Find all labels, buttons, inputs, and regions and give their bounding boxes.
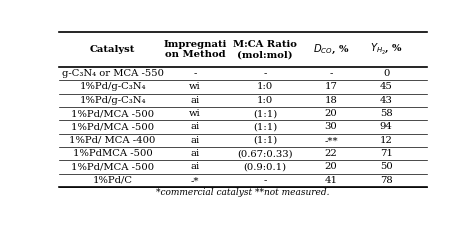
Text: M:CA Ratio
(mol:mol): M:CA Ratio (mol:mol)	[233, 40, 297, 59]
Text: 94: 94	[380, 122, 392, 131]
Text: 1:0: 1:0	[257, 82, 273, 91]
Text: 0: 0	[383, 69, 389, 78]
Text: 1%Pd/g-C₃N₄: 1%Pd/g-C₃N₄	[79, 82, 146, 91]
Text: Catalyst: Catalyst	[90, 45, 135, 54]
Text: -*: -*	[191, 176, 200, 185]
Text: $Y_{H_2}$, %: $Y_{H_2}$, %	[370, 42, 403, 57]
Text: wi: wi	[189, 109, 201, 118]
Text: (0.9:0.1): (0.9:0.1)	[244, 162, 286, 171]
Text: 78: 78	[380, 176, 392, 185]
Text: 1%Pd/ MCA -400: 1%Pd/ MCA -400	[69, 136, 155, 145]
Text: *commercial catalyst **not measured.: *commercial catalyst **not measured.	[156, 189, 330, 198]
Text: wi: wi	[189, 82, 201, 91]
Text: ai: ai	[191, 122, 200, 131]
Text: 1%Pd/MCA -500: 1%Pd/MCA -500	[71, 122, 154, 131]
Text: 18: 18	[325, 96, 337, 105]
Text: 1%Pd/C: 1%Pd/C	[92, 176, 133, 185]
Text: 1:0: 1:0	[257, 96, 273, 105]
Text: 1%Pd/MCA -500: 1%Pd/MCA -500	[71, 109, 154, 118]
Text: 58: 58	[380, 109, 392, 118]
Text: ai: ai	[191, 136, 200, 145]
Text: -: -	[263, 176, 267, 185]
Text: (1:1): (1:1)	[253, 122, 277, 131]
Text: -**: -**	[324, 136, 338, 145]
Text: 30: 30	[325, 122, 337, 131]
Text: 17: 17	[325, 82, 337, 91]
Text: ai: ai	[191, 149, 200, 158]
Text: Impregnati
on Method: Impregnati on Method	[164, 40, 227, 59]
Text: 50: 50	[380, 162, 392, 171]
Text: 22: 22	[325, 149, 337, 158]
Text: 1%Pd/MCA -500: 1%Pd/MCA -500	[71, 162, 154, 171]
Text: 20: 20	[325, 162, 337, 171]
Text: -: -	[263, 69, 267, 78]
Text: (0.67:0.33): (0.67:0.33)	[237, 149, 293, 158]
Text: $D_{CO}$, %: $D_{CO}$, %	[313, 43, 349, 56]
Text: ai: ai	[191, 162, 200, 171]
Text: -: -	[329, 69, 333, 78]
Text: (1:1): (1:1)	[253, 136, 277, 145]
Text: 71: 71	[380, 149, 392, 158]
Text: 1%PdMCA -500: 1%PdMCA -500	[73, 149, 152, 158]
Text: 45: 45	[380, 82, 392, 91]
Text: 20: 20	[325, 109, 337, 118]
Text: ai: ai	[191, 96, 200, 105]
Text: -: -	[193, 69, 197, 78]
Text: 43: 43	[380, 96, 392, 105]
Text: (1:1): (1:1)	[253, 109, 277, 118]
Text: 1%Pd/g-C₃N₄: 1%Pd/g-C₃N₄	[79, 96, 146, 105]
Text: 12: 12	[380, 136, 392, 145]
Text: g-C₃N₄ or MCA -550: g-C₃N₄ or MCA -550	[62, 69, 164, 78]
Text: 41: 41	[325, 176, 337, 185]
